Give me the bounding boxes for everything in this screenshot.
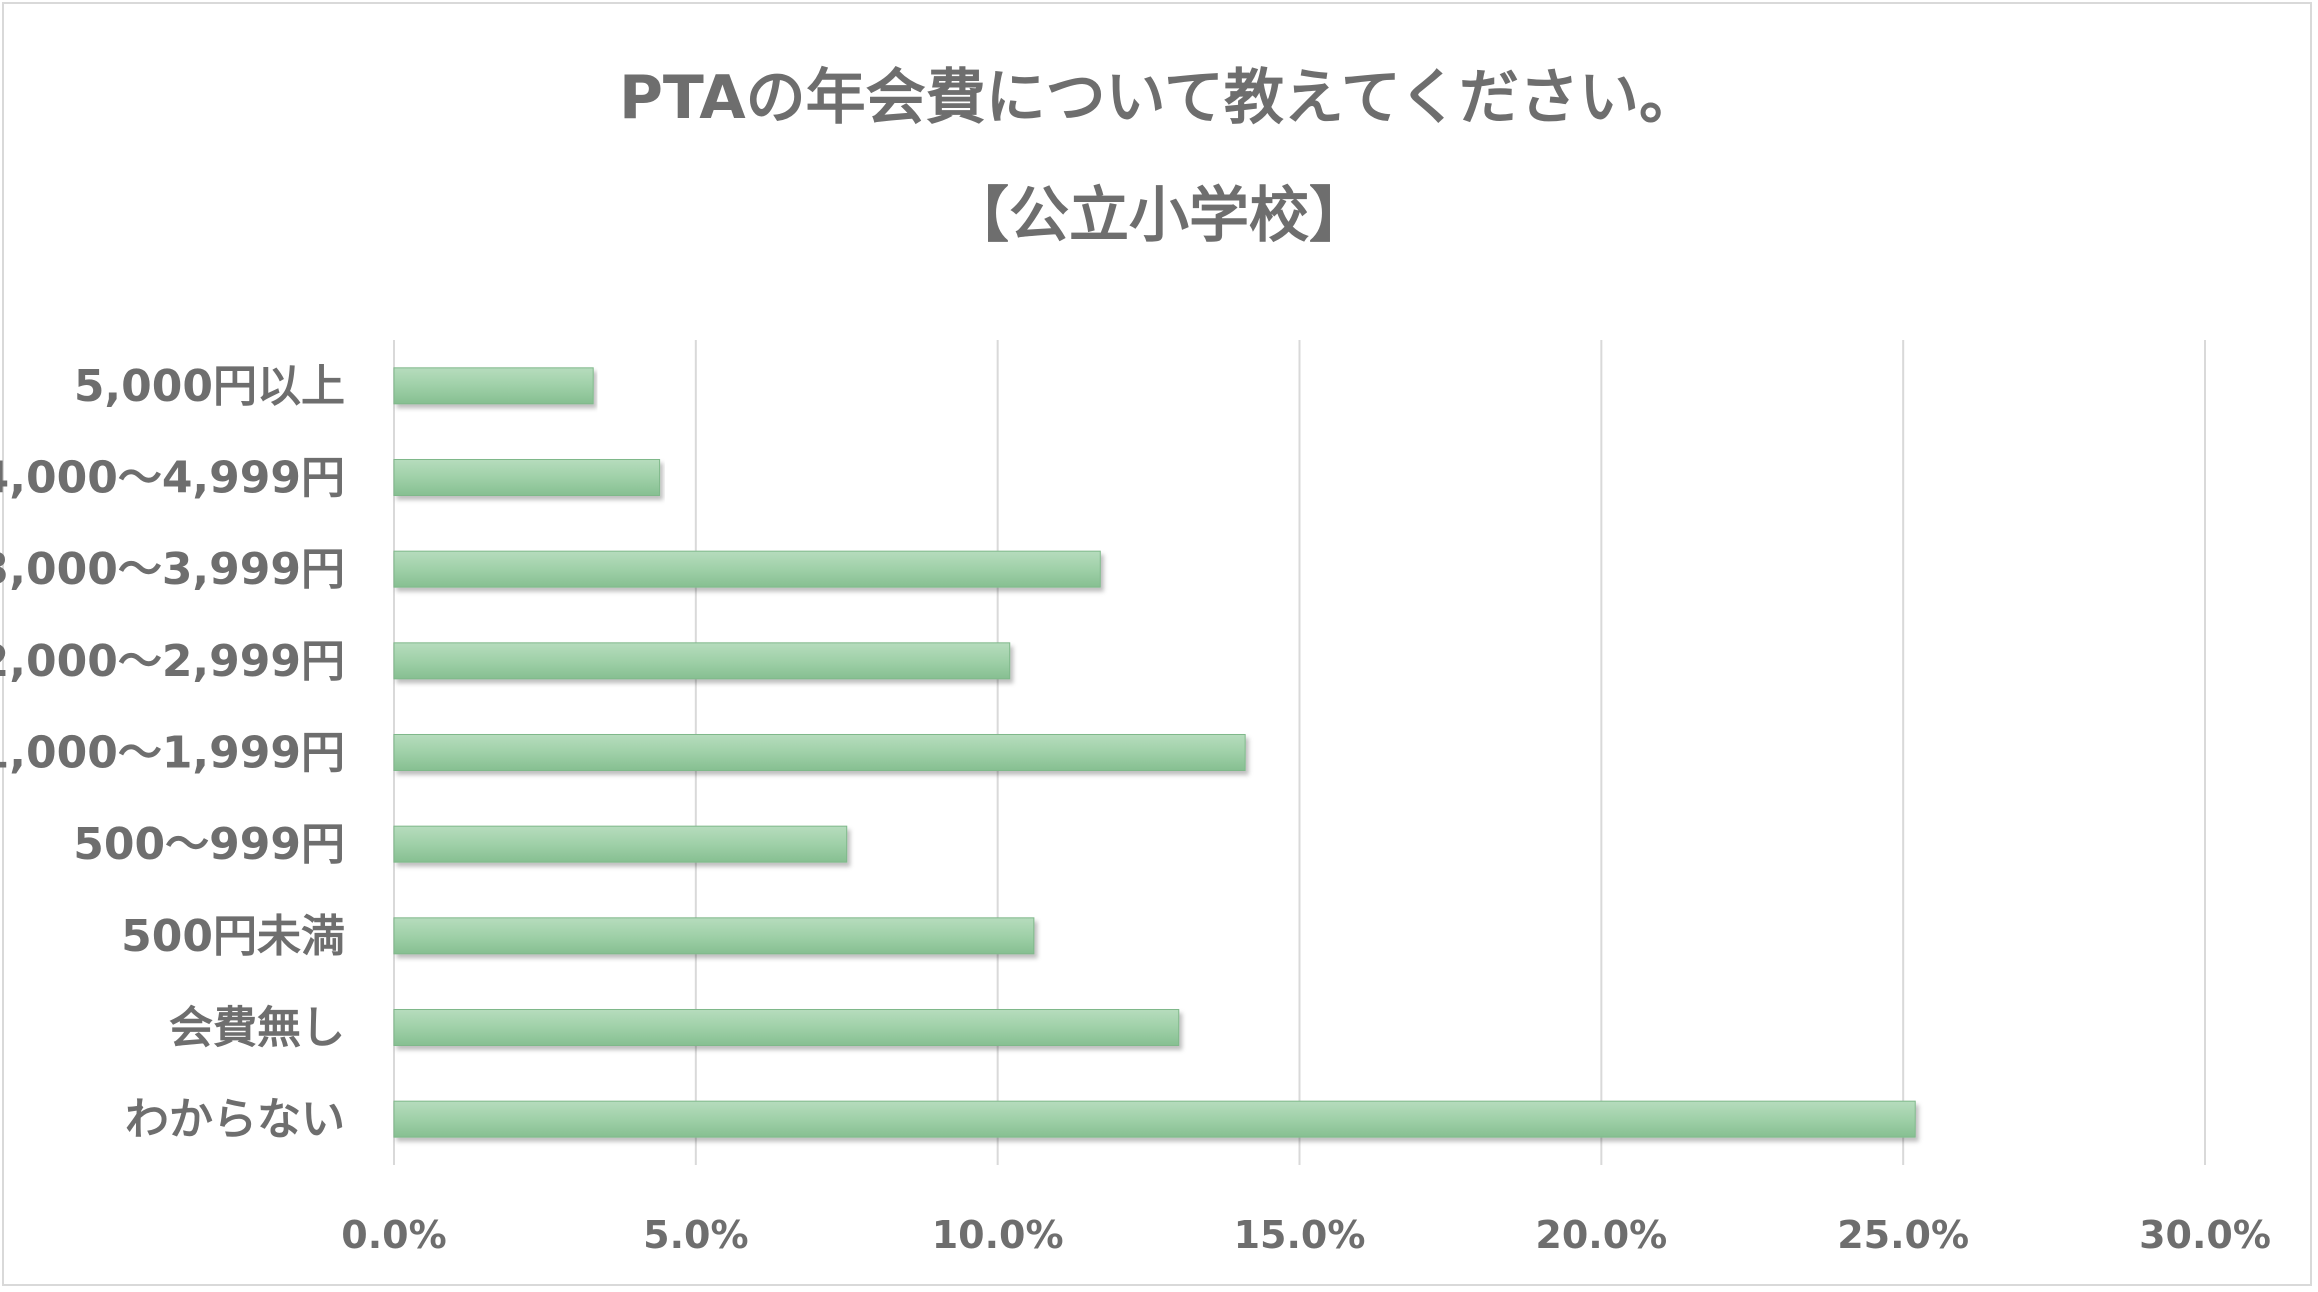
x-tick-label: 15.0% (1234, 1213, 1366, 1257)
category-label: 5,000円以上 (74, 361, 345, 412)
chart-title: PTAの年会費について教えてください。 (618, 63, 1700, 133)
bar (393, 917, 1035, 955)
category-label: 3,000〜3,999円 (0, 544, 345, 595)
bar (393, 1100, 1916, 1138)
category-label: 2,000〜2,999円 (0, 636, 345, 687)
bar (393, 825, 848, 863)
bar (393, 550, 1101, 588)
category-label: 1,000〜1,999円 (0, 728, 345, 779)
bar (393, 642, 1011, 680)
category-label: 会費無し (169, 1003, 345, 1054)
category-label: 500〜999円 (73, 819, 345, 870)
bar (393, 367, 594, 405)
bar (393, 734, 1246, 771)
x-tick-label: 25.0% (1837, 1213, 1969, 1257)
bar (393, 1009, 1180, 1046)
category-label: 4,000〜4,999円 (0, 453, 345, 504)
x-tick-label: 10.0% (932, 1213, 1064, 1257)
bar (393, 459, 661, 496)
x-tick-label: 5.0% (643, 1213, 748, 1257)
x-tick-label: 0.0% (341, 1213, 446, 1257)
x-tick-label: 20.0% (1535, 1213, 1667, 1257)
category-label: 500円未満 (121, 911, 345, 962)
x-tick-label: 30.0% (2139, 1213, 2271, 1257)
category-label: わからない (125, 1094, 345, 1145)
chart-subtitle: 【公立小学校】 (949, 181, 1369, 251)
